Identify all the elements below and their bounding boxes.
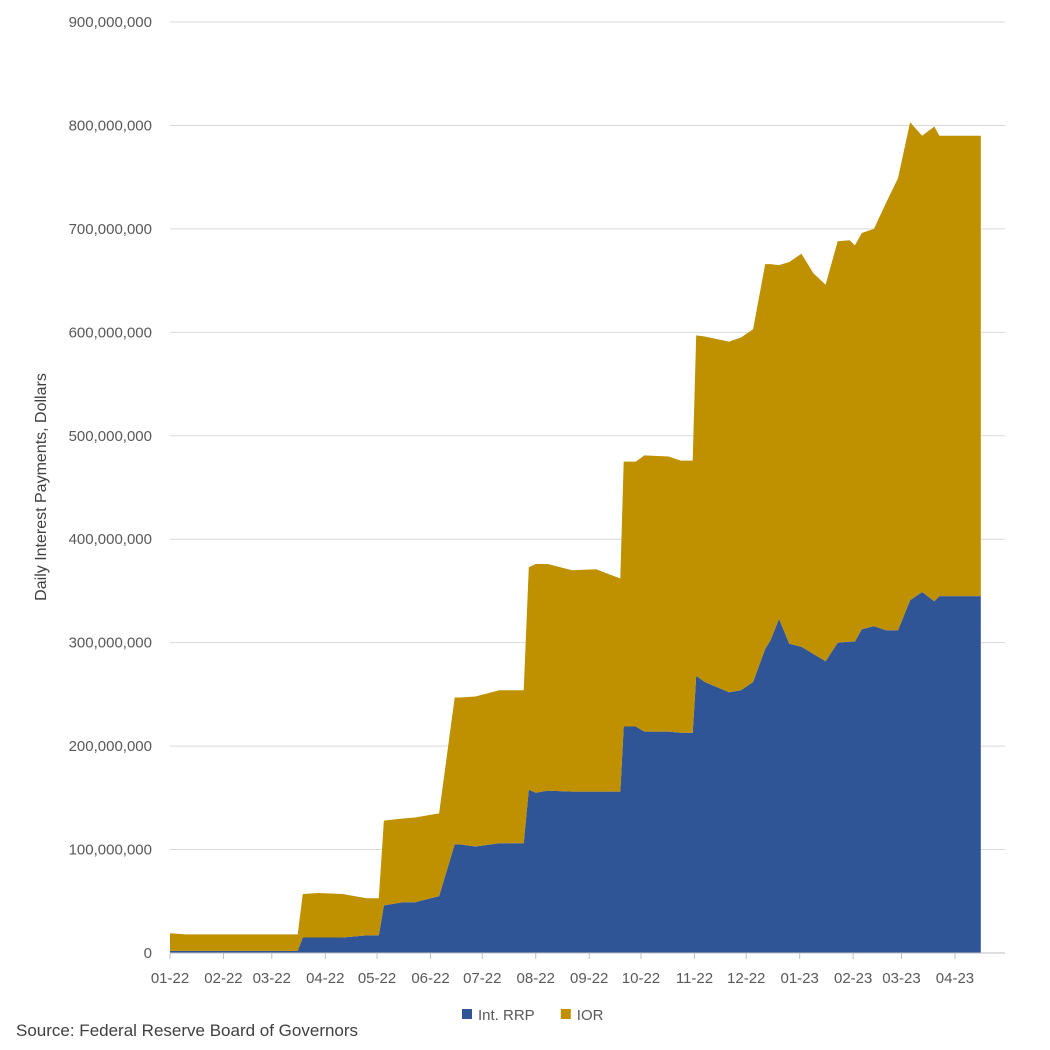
legend-swatch [462,1009,472,1019]
x-tick-label: 03-23 [882,970,920,987]
x-tick-label: 05-22 [358,970,396,987]
y-tick-label: 400,000,000 [69,531,152,548]
legend-swatch [560,1009,571,1019]
x-tick-label: 04-23 [936,970,974,987]
x-tick-label: 02-22 [204,970,242,987]
y-tick-label: 300,000,000 [69,635,152,652]
source-note: Source: Federal Reserve Board of Governo… [16,1021,359,1040]
x-tick-labels: 01-22 02-22 03-22 04-22 05-22 06-22 07-22 08-22… [151,970,974,987]
legend: Int. RRP IOR [462,1007,604,1024]
x-tick-label: 10-22 [622,970,660,987]
y-tick-label: 800,000,000 [69,117,152,134]
area-series-layer [170,122,981,953]
y-tick-label: 200,000,000 [69,738,152,755]
y-tick-label: 100,000,000 [69,842,152,859]
y-tick-label: 600,000,000 [69,324,152,341]
x-tick-label: 11-22 [676,970,713,987]
x-tick-label: 02-23 [834,970,872,987]
y-tick-label: 700,000,000 [69,221,152,238]
y-axis-title: Daily Interest Payments, Dollars [33,373,50,601]
x-tick-label: 06-22 [411,970,449,987]
x-tick-label: 12-22 [727,970,765,987]
gridlines [170,21,1005,851]
y-tick-label: 500,000,000 [69,428,152,445]
legend-label: Int. RRP [478,1007,535,1024]
y-tick-label: 0 [144,945,152,962]
y-tick-labels: 0 100,000,000 200,000,000 300,000,000 400,00… [69,14,152,962]
legend-label: IOR [577,1007,604,1024]
y-tick-label: 900,000,000 [69,14,152,31]
area-ior [170,122,981,951]
x-tick-label: 03-22 [253,970,291,987]
area-int-rrp [170,592,981,953]
axes [169,952,1005,959]
x-tick-label: 07-22 [463,970,501,987]
x-tick-label: 04-22 [306,970,344,987]
x-tick-label: 09-22 [570,970,608,987]
x-tick-label: 01-23 [781,970,819,987]
x-tick-label: 01-22 [151,970,189,987]
x-tick-label: 08-22 [517,970,555,987]
